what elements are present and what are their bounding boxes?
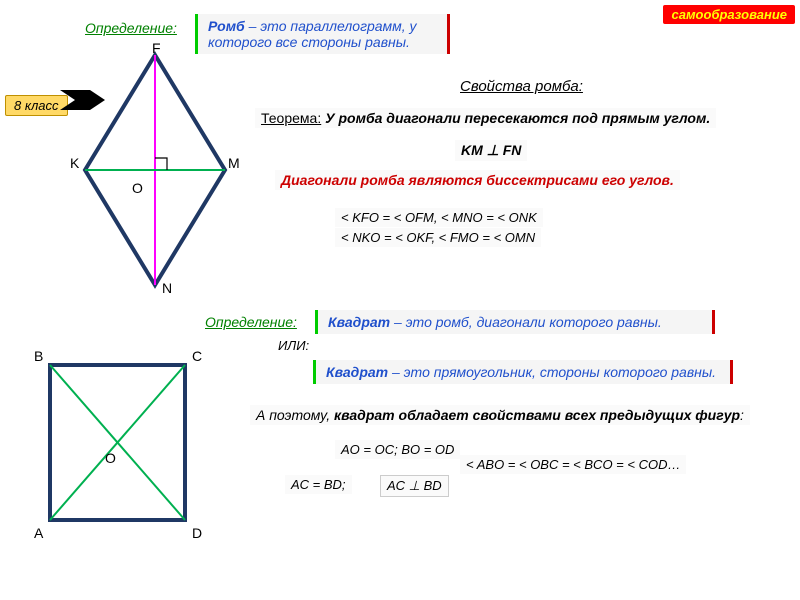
- square-term-1: Квадрат: [328, 314, 390, 330]
- square-angles: < ABO = < OBC = < BCO = < COD…: [460, 455, 686, 474]
- inherit-main: квадрат обладает свойствами всех предыду…: [334, 407, 740, 423]
- self-education-badge: самообразование: [663, 5, 795, 24]
- vertex-b: B: [34, 348, 43, 364]
- square-def2-text: – это прямоугольник, стороны которого ра…: [392, 364, 716, 380]
- square-eq3: AC ⊥ BD: [380, 475, 449, 497]
- square-def2-box: Квадрат – это прямоугольник, стороны кот…: [313, 360, 733, 384]
- square-eq1: AO = OC; BO = OD: [335, 440, 460, 459]
- vertex-n: N: [162, 280, 172, 296]
- vertex-o-rhombus: O: [132, 180, 143, 196]
- inherit-prefix: А поэтому,: [256, 407, 334, 423]
- vertex-c: C: [192, 348, 202, 364]
- or-label: ИЛИ:: [278, 338, 309, 353]
- definition-label-1: Определение:: [85, 20, 177, 36]
- rhombus-term: Ромб: [208, 18, 245, 34]
- rhombus-angles-2: < NKO = < OKF, < FMO = < OMN: [335, 228, 541, 247]
- vertex-a: A: [34, 525, 43, 541]
- theorem-label: Теорема:: [261, 110, 321, 126]
- square-def1-text: – это ромб, диагонали которого равны.: [394, 314, 662, 330]
- vertex-m: M: [228, 155, 240, 171]
- rhombus-diagram: [10, 40, 240, 300]
- square-def1-box: Квадрат – это ромб, диагонали которого р…: [315, 310, 715, 334]
- rhombus-theorem: Теорема: У ромба диагонали пересекаются …: [255, 108, 716, 128]
- vertex-o-square: O: [105, 450, 116, 466]
- square-diagram: [25, 350, 200, 540]
- definition-label-2: Определение:: [205, 314, 297, 330]
- square-eq2: AC = BD;: [285, 475, 352, 494]
- vertex-d: D: [192, 525, 202, 541]
- bisector-statement: Диагонали ромба являются биссектрисами е…: [275, 170, 680, 190]
- theorem-text: У ромба диагонали пересекаются под прямы…: [325, 110, 710, 126]
- rhombus-properties-heading: Свойства ромба:: [460, 78, 583, 95]
- rhombus-perp-formula: KM ⊥ FN: [455, 140, 527, 161]
- vertex-f: F: [152, 40, 161, 56]
- inherit-colon: :: [740, 407, 744, 423]
- square-inherit-statement: А поэтому, квадрат обладает свойствами в…: [250, 405, 750, 425]
- arrow-deco: [55, 85, 105, 115]
- rhombus-angles-1: < KFO = < OFM, < MNO = < ONK: [335, 208, 543, 227]
- square-term-2: Квадрат: [326, 364, 388, 380]
- vertex-k: K: [70, 155, 79, 171]
